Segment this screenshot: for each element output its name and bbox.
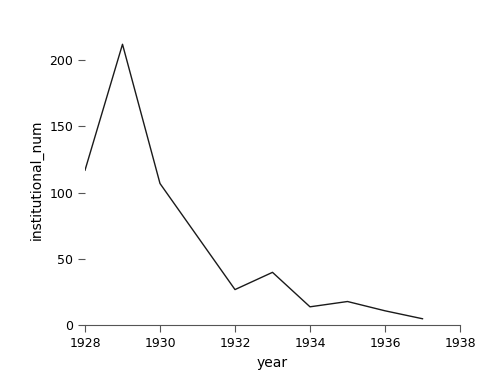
Y-axis label: institutional_num: institutional_num (30, 119, 44, 240)
X-axis label: year: year (257, 356, 288, 370)
